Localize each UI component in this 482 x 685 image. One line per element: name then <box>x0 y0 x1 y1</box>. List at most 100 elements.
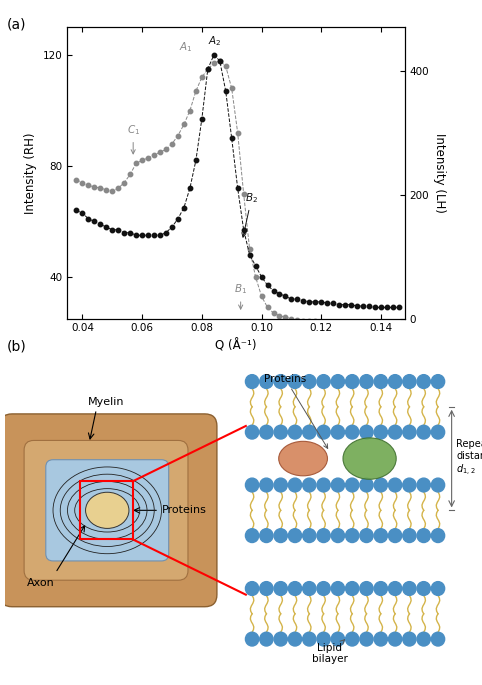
Circle shape <box>417 375 430 388</box>
FancyBboxPatch shape <box>24 440 188 580</box>
Circle shape <box>403 425 416 439</box>
Text: (a): (a) <box>7 17 27 31</box>
Circle shape <box>317 632 330 646</box>
Circle shape <box>274 478 287 492</box>
Circle shape <box>417 478 430 492</box>
Circle shape <box>374 425 388 439</box>
Text: $B_2$: $B_2$ <box>242 191 258 237</box>
Circle shape <box>388 632 402 646</box>
Circle shape <box>417 632 430 646</box>
Circle shape <box>331 632 345 646</box>
Circle shape <box>274 375 287 388</box>
Circle shape <box>417 529 430 543</box>
Circle shape <box>260 582 273 595</box>
Text: (b): (b) <box>7 339 27 353</box>
Circle shape <box>431 425 445 439</box>
Circle shape <box>245 529 259 543</box>
Circle shape <box>245 425 259 439</box>
Circle shape <box>346 582 359 595</box>
Circle shape <box>260 425 273 439</box>
Circle shape <box>431 632 445 646</box>
FancyBboxPatch shape <box>46 460 169 561</box>
Circle shape <box>346 478 359 492</box>
Bar <box>80 482 133 539</box>
Circle shape <box>403 632 416 646</box>
X-axis label: Q (Å⁻¹): Q (Å⁻¹) <box>215 339 257 352</box>
Circle shape <box>331 478 345 492</box>
Circle shape <box>417 425 430 439</box>
Circle shape <box>303 478 316 492</box>
Circle shape <box>360 478 373 492</box>
Circle shape <box>288 582 302 595</box>
Text: $A_1$: $A_1$ <box>179 40 192 53</box>
Text: Repeat
distance
$d_{1,2}$: Repeat distance $d_{1,2}$ <box>456 439 482 478</box>
Circle shape <box>245 632 259 646</box>
Ellipse shape <box>86 493 129 528</box>
Circle shape <box>274 582 287 595</box>
Circle shape <box>317 425 330 439</box>
Circle shape <box>317 582 330 595</box>
Ellipse shape <box>279 441 327 476</box>
Circle shape <box>403 582 416 595</box>
Circle shape <box>245 478 259 492</box>
Circle shape <box>388 375 402 388</box>
Circle shape <box>403 478 416 492</box>
Circle shape <box>360 529 373 543</box>
Circle shape <box>288 375 302 388</box>
Circle shape <box>388 582 402 595</box>
Circle shape <box>374 582 388 595</box>
Text: Axon: Axon <box>27 578 55 588</box>
Circle shape <box>331 375 345 388</box>
Circle shape <box>260 529 273 543</box>
Circle shape <box>388 529 402 543</box>
Circle shape <box>431 375 445 388</box>
Circle shape <box>288 529 302 543</box>
Circle shape <box>331 529 345 543</box>
Circle shape <box>331 582 345 595</box>
Text: Lipid
bilayer: Lipid bilayer <box>312 640 348 664</box>
Circle shape <box>388 425 402 439</box>
FancyBboxPatch shape <box>0 414 217 607</box>
Circle shape <box>431 582 445 595</box>
Circle shape <box>431 529 445 543</box>
Circle shape <box>417 582 430 595</box>
Circle shape <box>274 529 287 543</box>
Circle shape <box>245 375 259 388</box>
Circle shape <box>317 478 330 492</box>
Circle shape <box>303 529 316 543</box>
Circle shape <box>346 632 359 646</box>
Circle shape <box>346 375 359 388</box>
Circle shape <box>374 375 388 388</box>
Circle shape <box>260 375 273 388</box>
Text: Proteins: Proteins <box>161 506 206 515</box>
Text: Proteins: Proteins <box>264 374 328 449</box>
Circle shape <box>403 529 416 543</box>
Circle shape <box>274 425 287 439</box>
Circle shape <box>360 425 373 439</box>
Circle shape <box>374 632 388 646</box>
Circle shape <box>288 425 302 439</box>
Circle shape <box>374 478 388 492</box>
Circle shape <box>388 478 402 492</box>
Circle shape <box>360 375 373 388</box>
Circle shape <box>274 632 287 646</box>
Circle shape <box>303 582 316 595</box>
Y-axis label: Intensity (LH): Intensity (LH) <box>433 133 446 213</box>
Circle shape <box>303 632 316 646</box>
Ellipse shape <box>343 438 396 480</box>
Circle shape <box>245 582 259 595</box>
Circle shape <box>374 529 388 543</box>
Text: $B_1$: $B_1$ <box>234 282 247 309</box>
Circle shape <box>288 632 302 646</box>
Text: $C_1$: $C_1$ <box>127 123 140 154</box>
Y-axis label: Intensity (RH): Intensity (RH) <box>24 132 37 214</box>
Text: $A_2$: $A_2$ <box>208 34 221 48</box>
Circle shape <box>317 375 330 388</box>
Circle shape <box>260 478 273 492</box>
Circle shape <box>303 375 316 388</box>
Circle shape <box>288 478 302 492</box>
Circle shape <box>346 529 359 543</box>
Circle shape <box>431 478 445 492</box>
Circle shape <box>360 582 373 595</box>
Circle shape <box>303 425 316 439</box>
